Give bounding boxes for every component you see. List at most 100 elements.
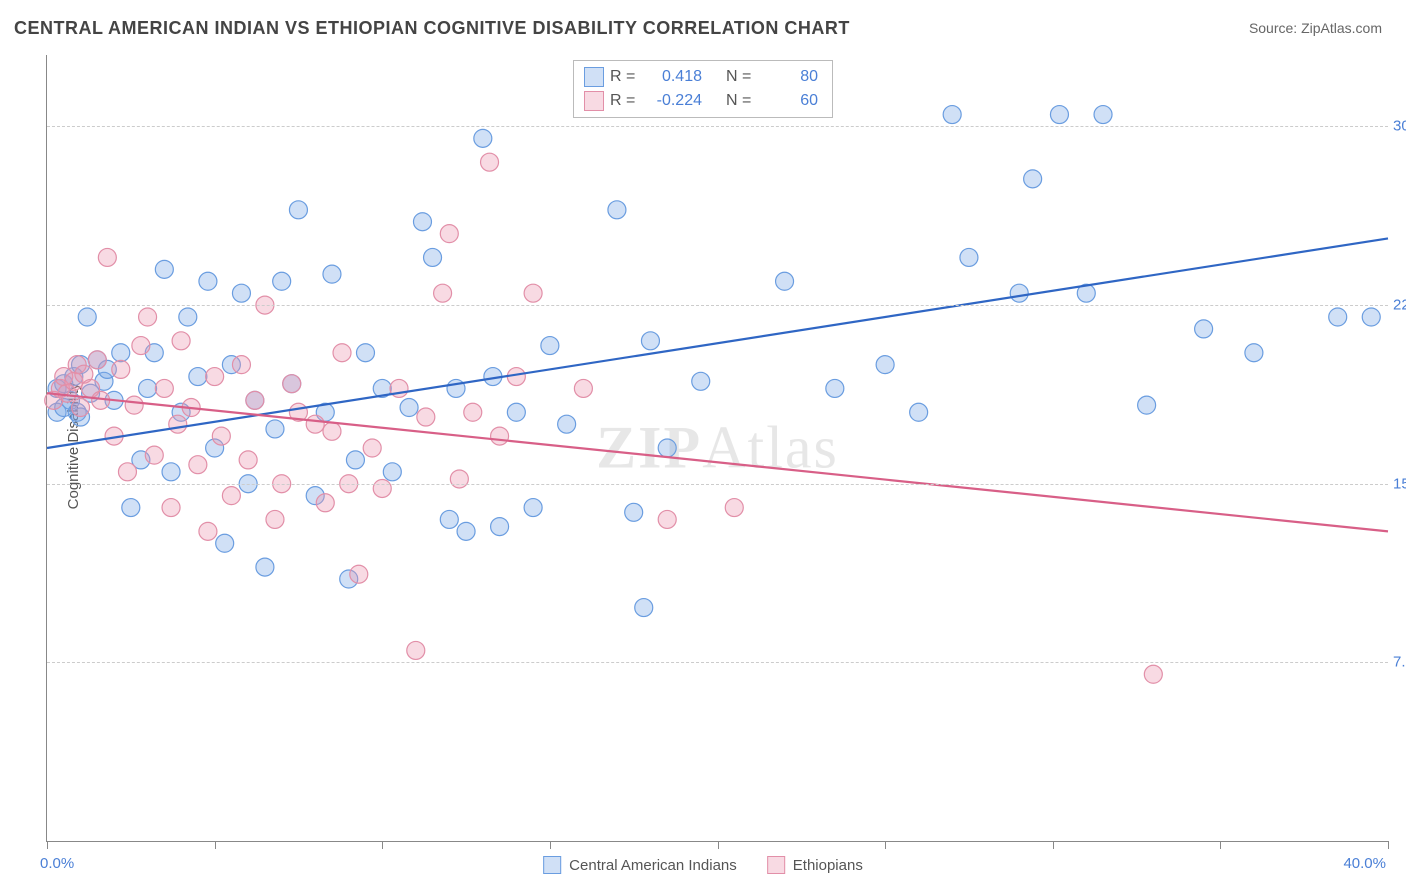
scatter-point — [199, 272, 217, 290]
scatter-point — [122, 499, 140, 517]
scatter-point — [491, 427, 509, 445]
r-value-series2: -0.224 — [644, 89, 702, 113]
scatter-point — [169, 415, 187, 433]
scatter-point — [558, 415, 576, 433]
scatter-point — [172, 332, 190, 350]
scatter-point — [216, 534, 234, 552]
scatter-point — [464, 403, 482, 421]
scatter-point — [424, 248, 442, 266]
scatter-point — [1329, 308, 1347, 326]
x-tick — [1388, 841, 1389, 849]
scatter-point — [162, 499, 180, 517]
chart-plot-area: ZIPAtlas 7.5%15.0%22.5%30.0% — [46, 55, 1388, 842]
scatter-point — [118, 463, 136, 481]
scatter-point — [363, 439, 381, 457]
scatter-point — [481, 153, 499, 171]
scatter-point — [350, 565, 368, 583]
scatter-point — [98, 248, 116, 266]
scatter-point — [507, 403, 525, 421]
scatter-point — [333, 344, 351, 362]
scatter-point — [658, 510, 676, 528]
scatter-point — [574, 379, 592, 397]
scatter-point — [1362, 308, 1380, 326]
scatter-point — [155, 260, 173, 278]
scatter-point — [232, 356, 250, 374]
n-label: N = — [726, 65, 754, 89]
scatter-point — [524, 284, 542, 302]
x-tick — [47, 841, 48, 849]
gridline — [47, 126, 1388, 127]
legend-label-series1: Central American Indians — [569, 857, 737, 874]
swatch-series1-bottom — [543, 856, 561, 874]
trend-line — [47, 238, 1388, 448]
scatter-point — [139, 379, 157, 397]
scatter-point — [1024, 170, 1042, 188]
scatter-point — [323, 422, 341, 440]
scatter-point — [450, 470, 468, 488]
scatter-point — [457, 522, 475, 540]
scatter-point — [524, 499, 542, 517]
n-label: N = — [726, 89, 754, 113]
scatter-point — [132, 337, 150, 355]
scatter-point — [474, 129, 492, 147]
scatter-point — [876, 356, 894, 374]
scatter-point — [289, 201, 307, 219]
stats-legend: R = 0.418 N = 80 R = -0.224 N = 60 — [573, 60, 833, 118]
legend-label-series2: Ethiopians — [793, 857, 863, 874]
scatter-point — [246, 391, 264, 409]
scatter-point — [826, 379, 844, 397]
scatter-point — [206, 368, 224, 386]
y-tick-label: 15.0% — [1393, 475, 1406, 492]
scatter-point — [413, 213, 431, 231]
scatter-point — [323, 265, 341, 283]
stats-row-series1: R = 0.418 N = 80 — [584, 65, 818, 89]
scatter-point — [725, 499, 743, 517]
scatter-point — [1144, 665, 1162, 683]
scatter-point — [189, 456, 207, 474]
scatter-point — [625, 503, 643, 521]
scatter-point — [179, 308, 197, 326]
scatter-point — [112, 344, 130, 362]
x-tick — [885, 841, 886, 849]
scatter-point — [383, 463, 401, 481]
x-axis-min-label: 0.0% — [40, 855, 74, 872]
scatter-point — [232, 284, 250, 302]
scatter-point — [222, 487, 240, 505]
series-legend: Central American Indians Ethiopians — [543, 856, 863, 874]
n-value-series2: 60 — [760, 89, 818, 113]
scatter-point — [256, 558, 274, 576]
scatter-point — [1245, 344, 1263, 362]
scatter-point — [1050, 106, 1068, 124]
swatch-series2 — [584, 91, 604, 111]
scatter-point — [306, 415, 324, 433]
r-value-series1: 0.418 — [644, 65, 702, 89]
scatter-point — [373, 479, 391, 497]
x-tick — [1053, 841, 1054, 849]
scatter-point — [72, 399, 90, 417]
scatter-point — [608, 201, 626, 219]
x-tick — [550, 841, 551, 849]
scatter-point — [1138, 396, 1156, 414]
scatter-point — [88, 351, 106, 369]
scatter-point — [658, 439, 676, 457]
n-value-series1: 80 — [760, 65, 818, 89]
gridline — [47, 662, 1388, 663]
y-tick-label: 22.5% — [1393, 297, 1406, 314]
scatter-point — [417, 408, 435, 426]
x-tick — [718, 841, 719, 849]
scatter-point — [910, 403, 928, 421]
scatter-point — [776, 272, 794, 290]
scatter-point — [162, 463, 180, 481]
scatter-point — [78, 308, 96, 326]
scatter-point — [199, 522, 217, 540]
swatch-series2-bottom — [767, 856, 785, 874]
scatter-point — [239, 451, 257, 469]
scatter-point — [943, 106, 961, 124]
scatter-point — [1010, 284, 1028, 302]
scatter-point — [400, 399, 418, 417]
x-tick — [1220, 841, 1221, 849]
scatter-point — [145, 446, 163, 464]
x-tick — [215, 841, 216, 849]
scatter-point — [139, 308, 157, 326]
scatter-point — [266, 420, 284, 438]
